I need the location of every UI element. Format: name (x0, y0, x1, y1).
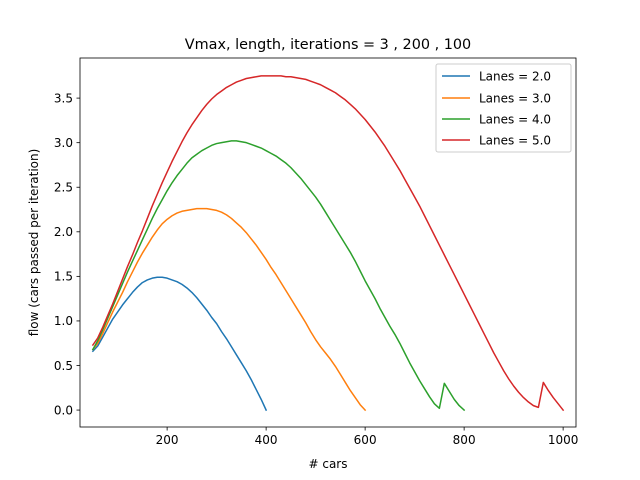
y-tick-label: 2.5 (54, 181, 73, 195)
x-tick-label: 600 (354, 433, 377, 447)
legend-label-lanes-3: Lanes = 3.0 (479, 92, 551, 106)
series-line-lanes-5 (91, 75, 565, 412)
plot-area-frame (79, 57, 577, 428)
series-line-lanes-3 (91, 207, 367, 412)
x-tick-label: 200 (156, 433, 179, 447)
y-tick-label: 1.5 (54, 270, 73, 284)
y-tick-label: 1.0 (54, 314, 73, 328)
y-tick-label: 0.5 (54, 359, 73, 373)
legend-label-lanes-5: Lanes = 5.0 (479, 134, 551, 148)
x-tick-label: 400 (255, 433, 278, 447)
y-tick-label: 0.0 (54, 403, 73, 417)
x-axis-label: # cars (308, 457, 347, 471)
legend-label-lanes-4: Lanes = 4.0 (479, 113, 551, 127)
legend-label-lanes-2: Lanes = 2.0 (479, 70, 551, 84)
series-line-lanes-2 (91, 276, 268, 412)
x-tick-label: 800 (453, 433, 476, 447)
x-tick-label: 1000 (548, 433, 579, 447)
legend: Lanes = 2.0 Lanes = 3.0 Lanes = 4.0 Lane… (435, 63, 572, 153)
series-line-lanes-4 (91, 140, 466, 412)
chart-title: Vmax, length, iterations = 3 , 200 , 100 (185, 37, 471, 53)
y-tick-label: 3.5 (54, 91, 73, 105)
y-axis: 0.0 0.5 1.0 1.5 2.0 2.5 3.0 3.5 (54, 91, 80, 417)
y-axis-label: flow (cars passed per iteration) (27, 149, 41, 337)
series-layer (91, 75, 565, 412)
y-tick-label: 2.0 (54, 225, 73, 239)
y-tick-label: 3.0 (54, 136, 73, 150)
x-axis: 200 400 600 800 1000 (156, 427, 579, 447)
legend-box (435, 63, 572, 153)
